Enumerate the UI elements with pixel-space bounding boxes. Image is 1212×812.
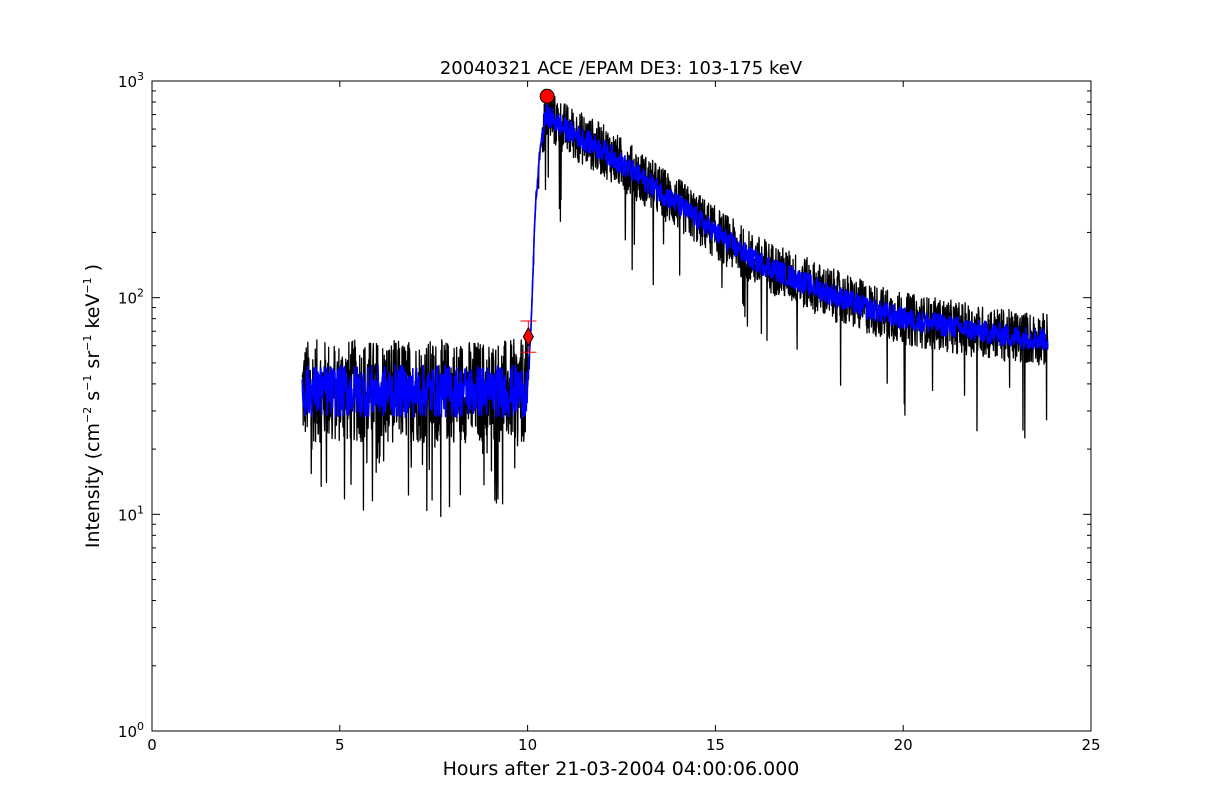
peak-marker bbox=[539, 88, 555, 104]
x-tick-label: 5 bbox=[335, 736, 345, 754]
x-tick-label: 0 bbox=[147, 736, 157, 754]
marker-layer bbox=[520, 88, 555, 353]
y-tick-label: 101 bbox=[118, 503, 144, 524]
x-tick-label: 15 bbox=[706, 736, 725, 754]
x-tick-label: 10 bbox=[518, 736, 537, 754]
y-tick-label: 100 bbox=[118, 720, 144, 741]
onset-marker bbox=[522, 326, 534, 347]
y-tick-label: 102 bbox=[118, 287, 144, 308]
x-axis-label: Hours after 21-03-2004 04:00:06.000 bbox=[443, 758, 800, 780]
chart-title: 20040321 ACE /EPAM DE3: 103-175 keV bbox=[440, 58, 803, 79]
axes-frame bbox=[151, 80, 1092, 732]
y-axis-label: Intensity (cm−2 s−1 sr−1 keV−1 ) bbox=[81, 264, 104, 548]
tick-layer: 0 5 10 15 20 25 100 101 102 103 bbox=[118, 70, 1101, 754]
x-tick-label: 20 bbox=[894, 736, 913, 754]
series-line-blue bbox=[301, 103, 1049, 419]
series-layer bbox=[301, 91, 1049, 518]
x-tick-label: 25 bbox=[1081, 736, 1100, 754]
y-tick-label: 103 bbox=[118, 70, 144, 91]
series-line-black bbox=[301, 91, 1049, 518]
